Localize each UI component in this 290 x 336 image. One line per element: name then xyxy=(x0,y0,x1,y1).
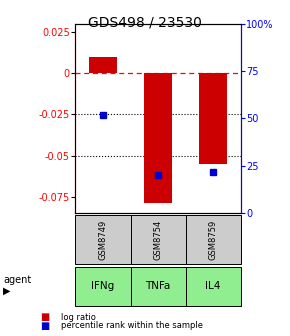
Text: ▶: ▶ xyxy=(3,286,10,295)
Text: IFNg: IFNg xyxy=(91,282,115,291)
Text: GDS498 / 23530: GDS498 / 23530 xyxy=(88,15,202,29)
Text: log ratio: log ratio xyxy=(61,313,96,322)
Text: GSM8754: GSM8754 xyxy=(153,219,163,259)
Text: GSM8759: GSM8759 xyxy=(209,219,218,259)
Text: ■: ■ xyxy=(41,312,50,322)
Bar xyxy=(89,56,117,73)
Text: percentile rank within the sample: percentile rank within the sample xyxy=(61,322,203,330)
Bar xyxy=(144,73,172,204)
Text: ■: ■ xyxy=(41,321,50,331)
Text: GSM8749: GSM8749 xyxy=(98,219,108,259)
Text: TNFa: TNFa xyxy=(145,282,171,291)
Text: agent: agent xyxy=(3,276,31,285)
Bar xyxy=(200,73,227,164)
Text: IL4: IL4 xyxy=(205,282,221,291)
